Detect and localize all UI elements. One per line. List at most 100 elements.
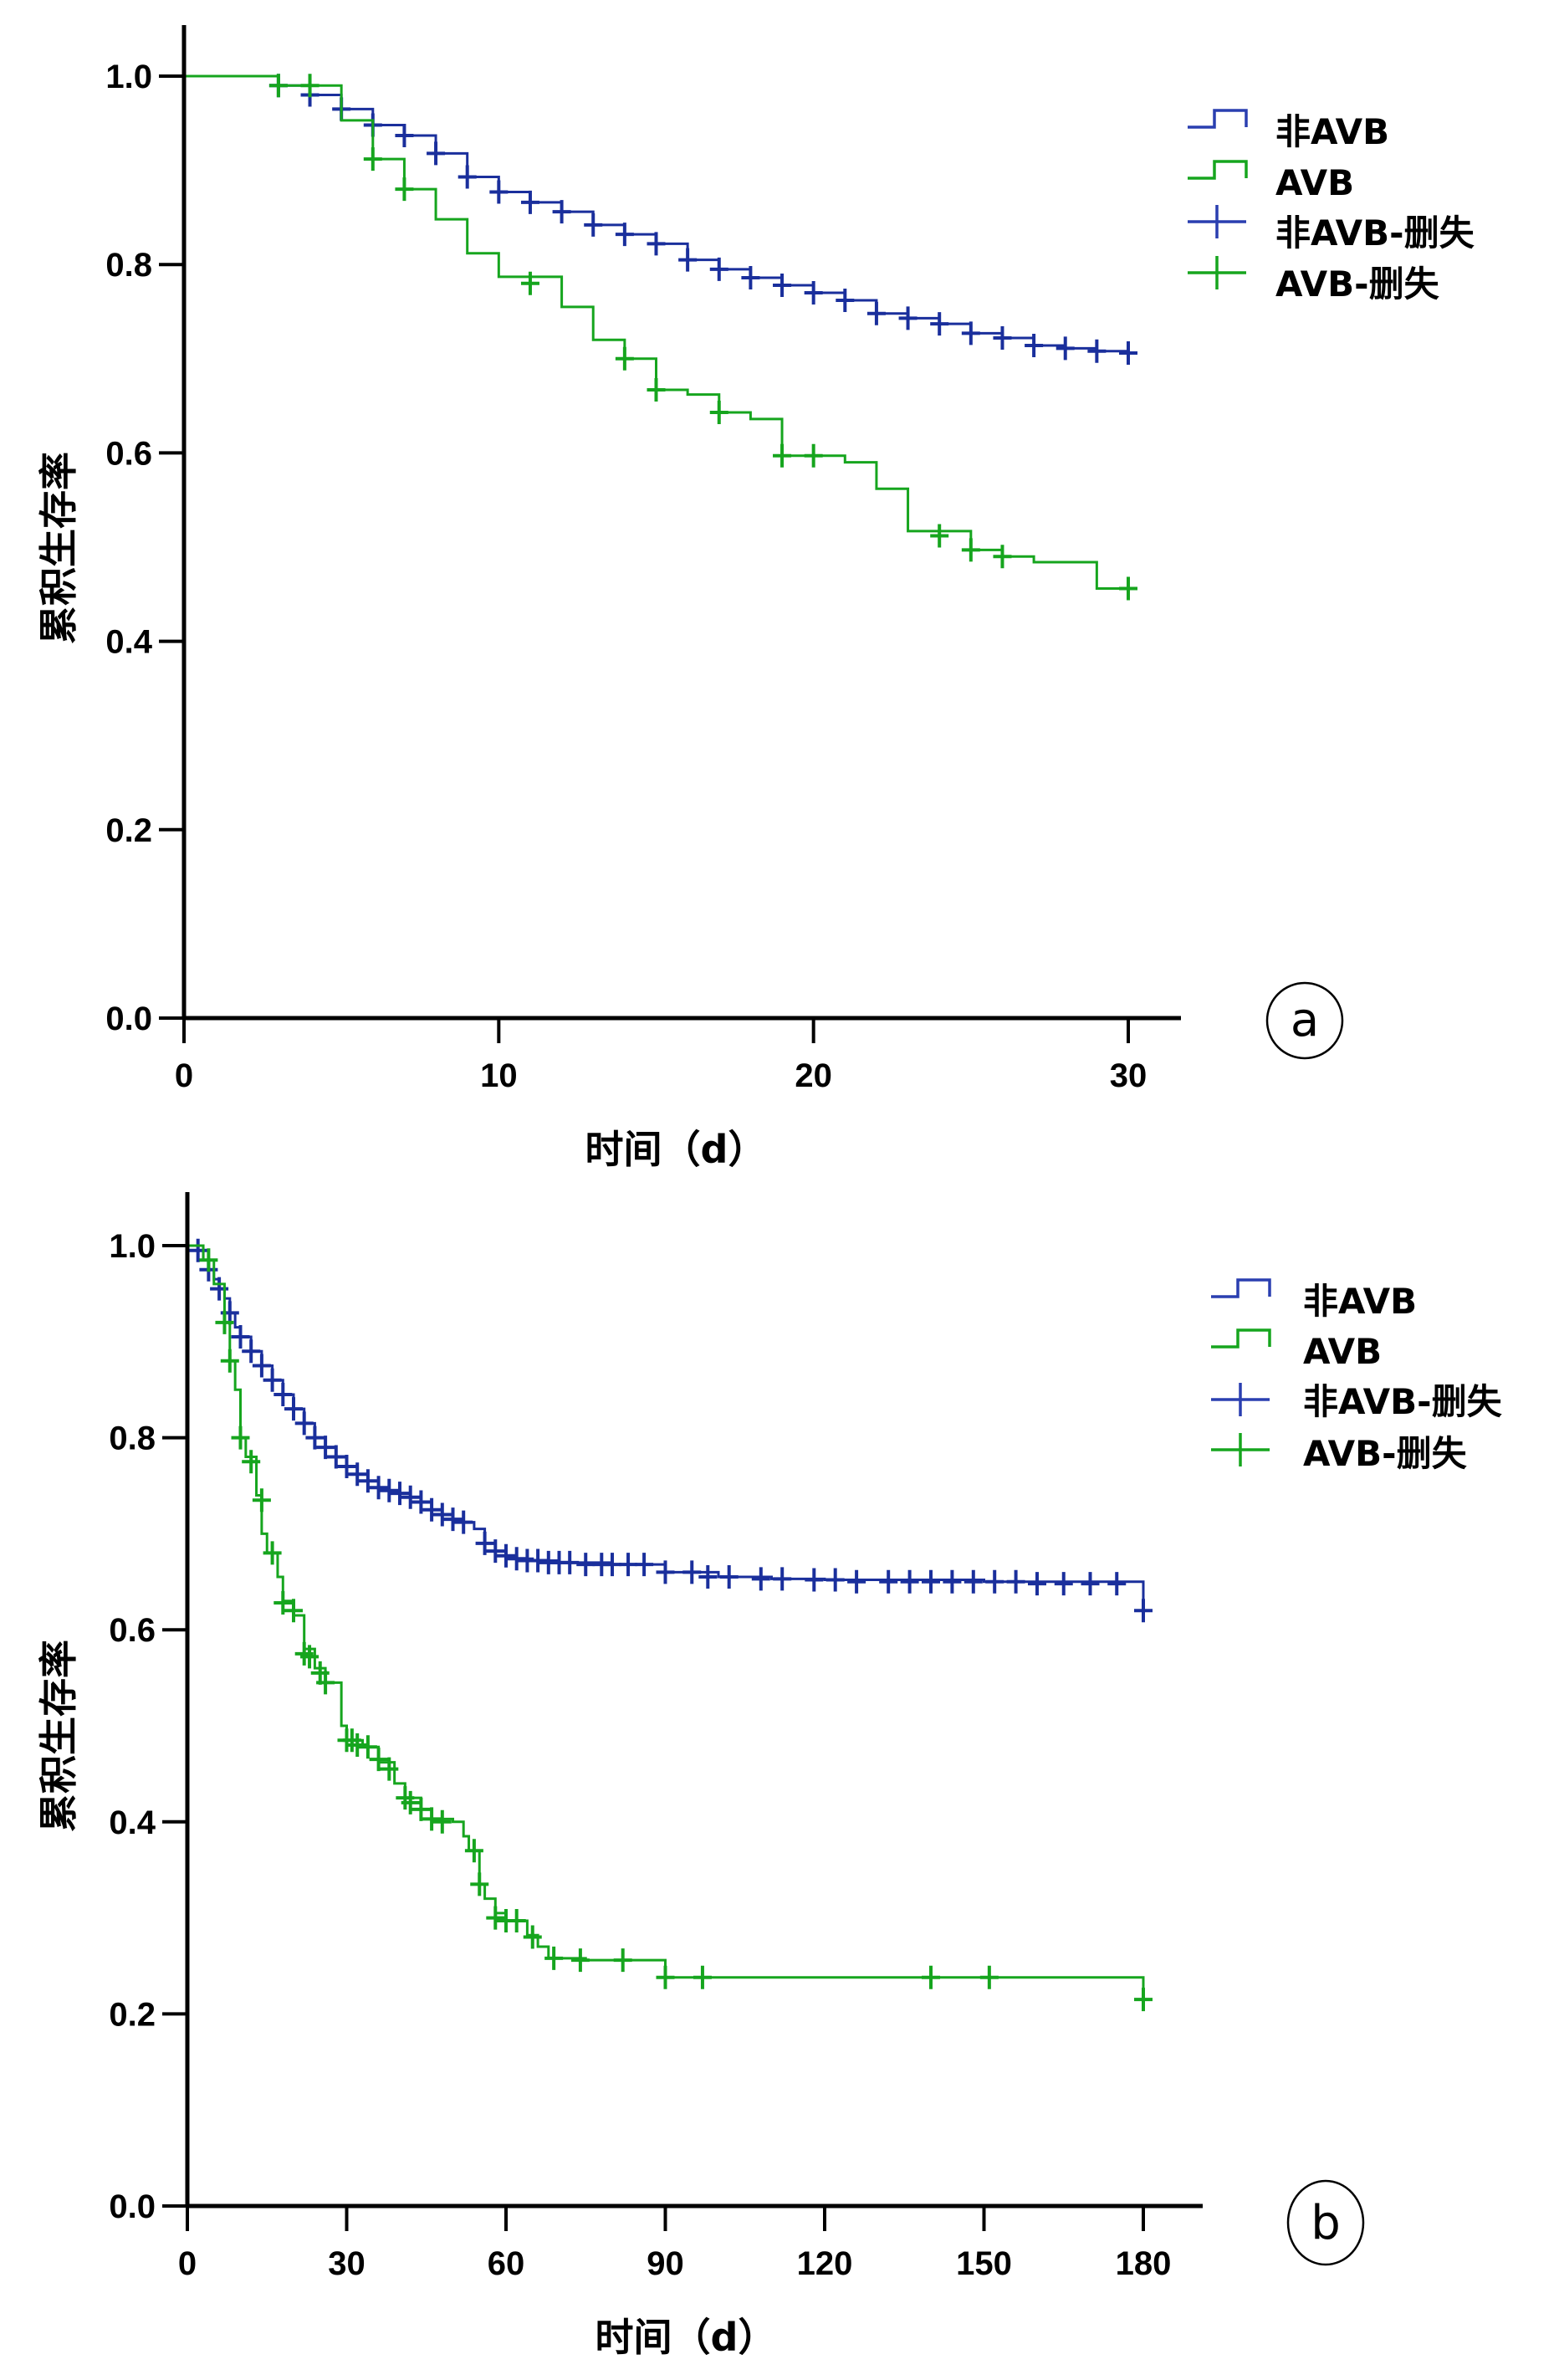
y-tick-label: 0.2 [109,1996,156,2033]
censor-mark [268,74,288,98]
censor-mark [284,1599,303,1623]
censor-mark [1107,1572,1127,1596]
censor-mark [263,1541,282,1565]
censor-mark [457,165,477,189]
censor-mark [369,1748,388,1772]
censor-mark [464,1839,483,1863]
censor-mark [242,1339,261,1364]
censor-mark [804,443,823,468]
censor-mark [805,1568,824,1592]
censor-mark [422,1497,442,1522]
censor-mark [199,1248,218,1272]
censor-mark [698,1565,718,1589]
censor-mark [348,1462,367,1487]
km-curve-non-avb [184,74,1130,354]
legend-avb-censored-icon [1188,256,1246,289]
censor-mark [615,223,634,247]
panel-b-y-axis-title: 累积生存率 [36,1640,81,1832]
censor-mark [719,1565,739,1589]
x-tick-label: 60 [488,2245,525,2282]
censor-mark [300,1645,319,1669]
y-tick-label: 0.6 [109,1612,156,1649]
panel-a-chart: 0.0 0.2 0.4 0.6 0.8 1.0 0 10 20 30 累积生存率 时间（d） 非A… [36,25,1475,1172]
y-tick-label: 0.0 [105,1001,152,1037]
censor-mark [316,1436,335,1460]
censor-mark [380,1478,399,1502]
censor-mark [656,1560,675,1584]
censor-mark [507,1547,526,1571]
censor-mark [804,280,823,305]
censor-mark [454,1510,473,1534]
censor-mark [576,1553,595,1577]
censor-mark [231,1425,250,1450]
censor-mark [678,248,698,272]
panel-a-label-circle [1265,981,1344,1060]
censor-mark [709,400,728,424]
panel-a-curves [184,74,1137,601]
panel-b-curves [187,1238,1153,2012]
legend-non-avb-censored-label: 非AVB-删失 [1275,212,1475,253]
km-curve-non-avb [187,1244,1145,1611]
censor-mark [847,1569,866,1594]
censor-mark [1134,1599,1153,1623]
censor-mark [773,443,792,468]
censor-mark [985,1569,1004,1594]
censor-mark [682,1560,702,1584]
censor-mark [930,312,949,336]
x-tick-label: 120 [797,2245,853,2282]
y-tick-label: 0.6 [105,435,152,472]
censor-mark [619,1553,638,1577]
censor-mark [964,1569,983,1594]
legend-b-non-avb-label: 非AVB [1303,1281,1417,1322]
legend-b-avb-censored-label: AVB-删失 [1303,1433,1468,1474]
censor-mark [613,1948,632,1973]
legend-non-avb-censored-icon [1188,205,1246,238]
censor-mark [470,1872,489,1896]
censor-mark [263,1368,282,1392]
panel-a-y-axis-title: 累积生存率 [36,452,81,644]
x-tick-label: 90 [647,2245,684,2282]
censor-mark [231,1325,250,1349]
censor-mark [520,271,539,295]
censor-mark [647,232,666,256]
x-tick-label: 30 [328,2245,365,2282]
censor-mark [836,288,855,312]
censor-mark [544,1946,564,1970]
censor-mark [358,1469,377,1493]
censor-mark [497,1543,515,1568]
y-tick-label: 0.8 [109,1420,156,1457]
x-tick-label: 180 [1116,2245,1172,2282]
censor-mark [1006,1569,1025,1594]
panel-b-label-circle [1286,2179,1365,2266]
censor-mark [1025,334,1044,358]
panel-a-label: a [1265,981,1344,1060]
panel-a-axes [181,25,1181,1021]
censor-mark [1119,576,1137,601]
panel-a-legend: 非AVB AVB 非AVB-删失 AVB-删失 [1188,109,1475,305]
censor-mark [422,1807,442,1831]
censor-mark [348,1733,367,1757]
censor-mark [486,1906,505,1930]
y-tick-label: 1.0 [105,59,152,95]
censor-mark [570,1948,590,1973]
panel-b-label: b [1286,2179,1365,2266]
censor-mark [773,273,792,297]
censor-mark [427,141,446,166]
censor-mark [603,1553,621,1577]
panel-b-chart: 0.0 0.2 0.4 0.6 0.8 1.0 0 30 60 90 120 150 180 累积生存率… [36,1192,1503,2360]
censor-mark [284,1397,303,1421]
km-curve-avb [187,1244,1145,2000]
censor-mark [961,538,980,562]
censor-mark [943,1569,962,1594]
censor-mark [358,1735,377,1759]
censor-mark [395,123,414,147]
legend-non-avb-label: 非AVB [1275,111,1389,152]
censor-mark [1087,339,1107,363]
legend-b-non-avb-censored-icon [1211,1383,1270,1416]
censor-mark [584,212,603,237]
censor-mark [411,1797,431,1821]
panel-b-ticks: 0.0 0.2 0.4 0.6 0.8 1.0 0 30 60 90 120 150 180 [109,1228,1171,2282]
censor-mark [1056,336,1075,361]
legend-b-non-avb-censored-label: 非AVB-删失 [1303,1381,1503,1422]
y-tick-label: 0.4 [105,624,152,661]
